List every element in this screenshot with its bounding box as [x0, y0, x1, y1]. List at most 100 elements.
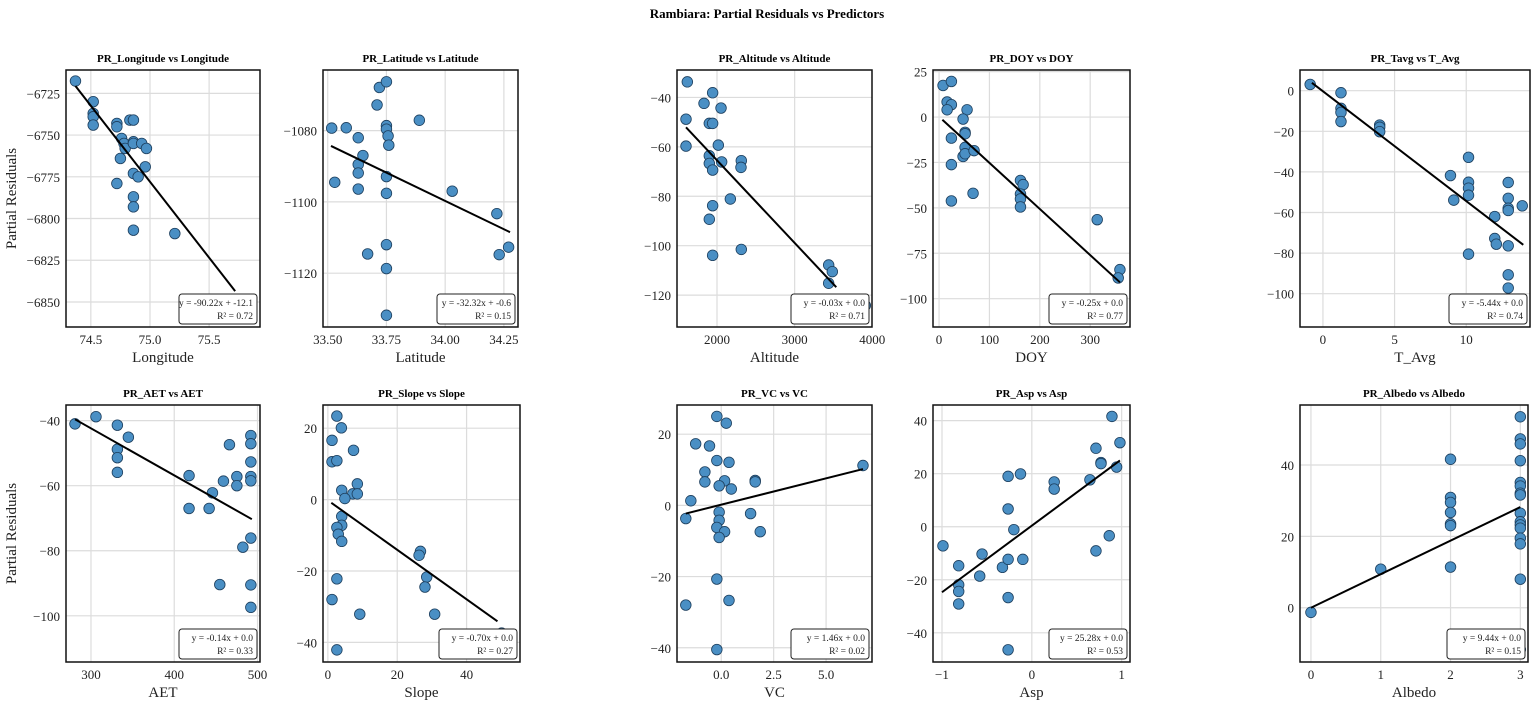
data-point: [941, 104, 953, 116]
data-point: [937, 540, 949, 552]
data-point: [183, 502, 195, 515]
data-point: [491, 207, 503, 220]
subplot-doy: 0 100 200 300 25 0 −25 −50 −75 −100 y = -0.25x + 0…: [900, 53, 1131, 366]
x-tick-label: 75.0: [139, 332, 162, 347]
data-point: [347, 444, 360, 457]
subplot-albedo: 0 1 2 3 40 20 0 y = 9.44x + 0.0 R² = 0.15 PR_Albe…: [1281, 388, 1529, 701]
data-point: [1090, 442, 1102, 454]
equation-text: y = -32.32x + -0.6: [442, 299, 512, 309]
y-tick-label: −80: [1274, 246, 1294, 261]
data-point: [754, 526, 766, 538]
x-tick-label: 3: [1517, 667, 1524, 682]
data-point: [493, 248, 505, 261]
axes-frame: [932, 69, 1131, 328]
equation-box-frame: [1048, 628, 1128, 660]
data-point: [329, 176, 341, 188]
x-tick-label: 100: [980, 332, 1000, 347]
x-tick-label: 300: [81, 667, 101, 682]
data-point: [127, 191, 140, 203]
data-point: [952, 560, 965, 572]
x-tick-label: 200: [1030, 332, 1050, 347]
subplot-altitude: 2000 3000 4000 −40 −60 −80 −100 −120 y = -0.03x …: [644, 53, 885, 366]
data-point: [1514, 454, 1527, 467]
y-tick-label: 0: [921, 110, 928, 125]
data-point: [967, 187, 979, 200]
data-point: [1002, 591, 1014, 604]
y-tick-label: −40: [651, 641, 671, 656]
subplot-title: PR_VC vs VC: [741, 388, 808, 400]
data-point: [245, 456, 257, 468]
data-point: [744, 507, 757, 520]
data-point: [974, 570, 986, 582]
x-tick-label: 4000: [859, 332, 885, 347]
data-point: [331, 410, 343, 422]
x-tick-label: 500: [248, 667, 268, 682]
y-tick-label: 0: [1288, 84, 1295, 99]
data-point: [680, 113, 692, 125]
data-point: [749, 476, 761, 488]
data-point: [1514, 438, 1527, 450]
data-point: [237, 541, 249, 553]
data-point: [711, 454, 723, 467]
data-point: [331, 454, 343, 467]
x-tick-label: 5.0: [818, 667, 834, 682]
data-point: [1444, 506, 1457, 519]
data-point: [959, 128, 971, 140]
regression-line: [941, 119, 1121, 284]
data-point: [1502, 240, 1514, 252]
data-point: [245, 475, 257, 487]
x-axis-label: Albedo: [1392, 685, 1436, 701]
data-point: [413, 549, 425, 561]
data-point: [245, 579, 257, 591]
data-point: [245, 532, 257, 544]
y-tick-label: 0: [921, 520, 928, 535]
data-point: [90, 411, 102, 423]
data-point: [680, 140, 692, 152]
data-point: [183, 469, 195, 482]
x-tick-label: 0.0: [713, 667, 729, 682]
r-squared-text: R² = 0.77: [1087, 312, 1123, 322]
data-point: [111, 177, 123, 190]
data-point: [127, 114, 140, 126]
y-tick-label: −20: [907, 573, 927, 588]
data-point: [706, 199, 719, 212]
plot-area: [326, 410, 508, 656]
data-point: [1002, 470, 1014, 483]
y-tick-label: −80: [40, 544, 60, 559]
y-tick-label: −50: [907, 201, 927, 216]
data-point: [380, 262, 393, 275]
data-point: [1502, 269, 1514, 281]
axes-frame: [676, 69, 873, 328]
plot-area: [69, 75, 257, 322]
data-point: [1335, 115, 1347, 128]
subplot-vc: 0.0 2.5 5.0 20 0 −20 −40 y = 1.46x + 0.0 R² = 0.…: [651, 388, 873, 701]
y-tick-label: 25: [914, 65, 927, 80]
data-point: [223, 438, 236, 451]
equation-box: y = -5.44x + 0.0 R² = 0.74: [1448, 293, 1528, 325]
data-point: [1335, 87, 1347, 99]
axes-frame: [932, 404, 1131, 663]
data-point: [127, 224, 140, 236]
data-point: [380, 76, 393, 88]
regression-line: [330, 145, 511, 234]
subplot-title: PR_Slope vs Slope: [378, 388, 465, 400]
data-point: [1106, 410, 1118, 423]
equation-text: y = -0.14x + 0.0: [192, 634, 254, 644]
data-point: [1502, 192, 1514, 204]
x-axis-label: AET: [148, 685, 177, 701]
data-point: [706, 249, 719, 262]
data-point: [1091, 213, 1103, 226]
subplot-title: PR_Longitude vs Longitude: [97, 53, 229, 65]
equation-box-frame: [1448, 293, 1528, 325]
y-tick-label: −100: [1267, 287, 1294, 302]
data-point: [724, 193, 737, 205]
data-point: [122, 431, 135, 443]
data-point: [111, 419, 124, 431]
x-tick-label: 2000: [704, 332, 730, 347]
data-point: [326, 593, 338, 606]
regression-line: [330, 501, 499, 623]
regression-line: [685, 468, 864, 515]
r-squared-text: R² = 0.15: [1485, 647, 1521, 657]
x-tick-label: 0: [1029, 667, 1036, 682]
